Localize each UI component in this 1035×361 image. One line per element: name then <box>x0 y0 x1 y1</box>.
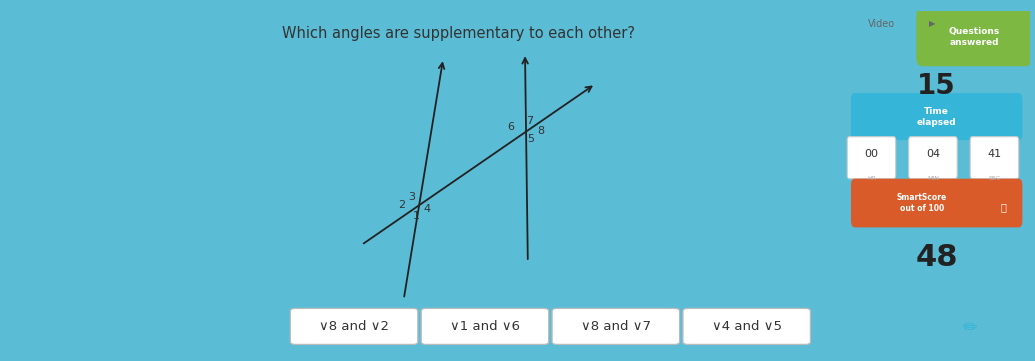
FancyBboxPatch shape <box>851 179 1023 227</box>
Text: ∨4 and ∨5: ∨4 and ∨5 <box>712 320 781 333</box>
Text: 04: 04 <box>926 148 940 158</box>
FancyBboxPatch shape <box>970 137 1018 179</box>
Text: 2: 2 <box>398 200 406 210</box>
Text: SEC: SEC <box>988 176 1001 181</box>
Text: 5: 5 <box>528 134 534 144</box>
Text: 15: 15 <box>917 72 956 100</box>
Text: ∨1 and ∨6: ∨1 and ∨6 <box>450 320 520 333</box>
FancyBboxPatch shape <box>552 308 680 344</box>
Text: SmartScore
out of 100: SmartScore out of 100 <box>896 193 947 213</box>
Text: Questions
answered: Questions answered <box>948 27 1000 47</box>
Text: HR: HR <box>867 176 876 181</box>
Text: ∨8 and ∨7: ∨8 and ∨7 <box>581 320 651 333</box>
Text: ⓪: ⓪ <box>1001 202 1007 212</box>
FancyBboxPatch shape <box>916 8 1032 66</box>
Text: 1: 1 <box>413 211 419 221</box>
Text: Video: Video <box>867 19 895 29</box>
Text: 41: 41 <box>987 148 1002 158</box>
FancyBboxPatch shape <box>421 308 549 344</box>
Text: 3: 3 <box>408 192 415 202</box>
Text: Which angles are supplementary to each other?: Which angles are supplementary to each o… <box>283 26 635 41</box>
Text: 4: 4 <box>423 204 431 214</box>
FancyBboxPatch shape <box>848 137 895 179</box>
Text: Time
elapsed: Time elapsed <box>917 106 956 127</box>
FancyBboxPatch shape <box>851 93 1023 140</box>
Text: ✏: ✏ <box>963 319 978 337</box>
Text: 00: 00 <box>864 148 879 158</box>
Text: 7: 7 <box>526 116 533 126</box>
Text: ▶: ▶ <box>929 19 936 28</box>
FancyBboxPatch shape <box>683 308 810 344</box>
FancyBboxPatch shape <box>909 137 957 179</box>
Text: 8: 8 <box>537 126 544 136</box>
Text: 6: 6 <box>507 122 513 132</box>
Text: ∨8 and ∨2: ∨8 and ∨2 <box>319 320 389 333</box>
Text: MIN: MIN <box>927 176 939 181</box>
Text: 48: 48 <box>915 243 958 272</box>
FancyBboxPatch shape <box>291 308 418 344</box>
